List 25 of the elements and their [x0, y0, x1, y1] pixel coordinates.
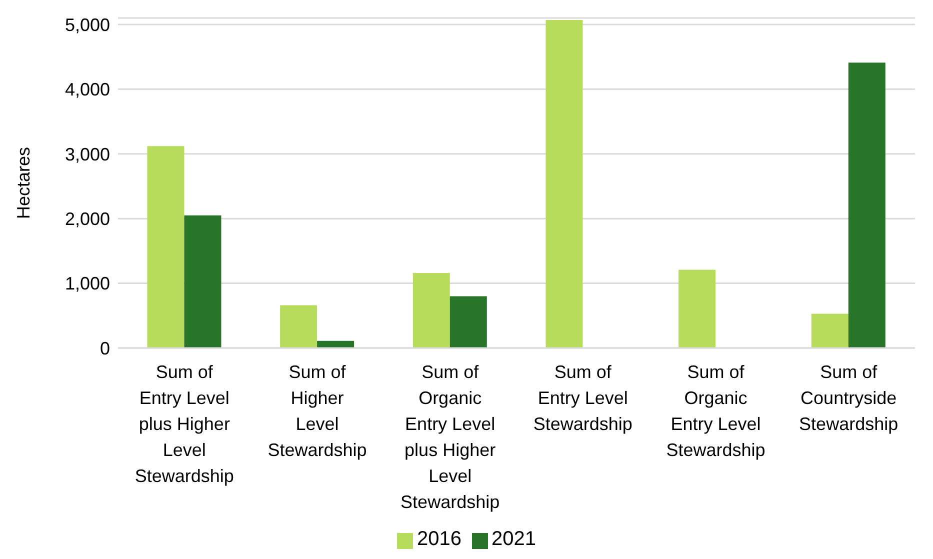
- legend-label: 2016: [417, 528, 462, 550]
- x-tick-label: Sum of Higher Level Stewardship: [268, 362, 367, 460]
- bar: [546, 20, 583, 348]
- y-axis-title: Hectares: [13, 146, 34, 220]
- x-tick-label: Sum of Countryside Stewardship: [799, 362, 898, 434]
- bar: [450, 296, 487, 348]
- x-tick-label: Sum of Organic Entry Level plus Higher Level Stewardship: [400, 362, 500, 512]
- bar: [317, 340, 354, 348]
- bar: [147, 146, 184, 348]
- y-tick-label: 3,000: [64, 144, 110, 164]
- y-tick-label: 2,000: [64, 208, 110, 229]
- y-tick-label: 5,000: [64, 14, 110, 35]
- bar: [811, 314, 848, 348]
- x-tick-label: Sum of Entry Level plus Higher Level Stewardship: [134, 362, 234, 486]
- bar: [412, 272, 450, 348]
- x-tick-label: Sum of Organic Entry Level Stewardship: [666, 362, 766, 460]
- bar: [184, 215, 222, 348]
- legend-label: 2021: [492, 528, 536, 550]
- x-tick-label: Sum of Entry Level Stewardship: [533, 362, 632, 434]
- y-tick-label: 0: [100, 338, 110, 358]
- bar: [280, 305, 318, 348]
- bar: [848, 62, 886, 348]
- y-tick-label: 1,000: [64, 274, 110, 294]
- bar: [678, 270, 716, 348]
- y-tick-label: 4,000: [64, 80, 110, 100]
